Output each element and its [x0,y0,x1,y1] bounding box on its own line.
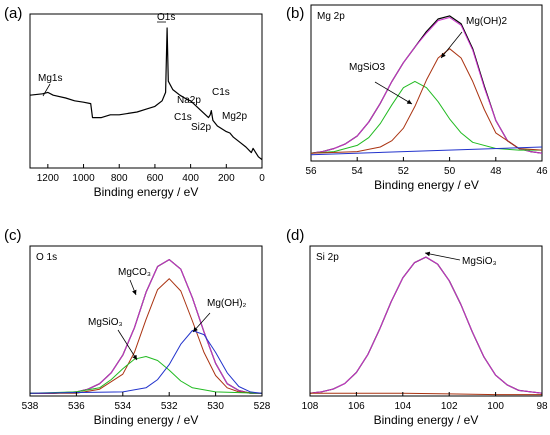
peak-annotation: Mg1s [38,73,62,84]
chart-panel-1: 1200 1000 800 600 400 200 0 Binding energy / eV… [4,5,265,199]
x-tick-label: 108 [302,401,319,412]
x-tick-label: 54 [352,166,364,177]
x-tick-label: 56 [305,166,317,177]
x-tick-label: 530 [207,401,224,412]
series-line-mgsio3 [29,356,263,394]
panel-label: (c) [4,227,22,244]
peak-annotation: Mg2p [222,111,247,122]
series-line [29,27,263,161]
annotation-arrow [424,251,461,261]
chart-panel-4: 108 106 104 102 100 98 Binding energy / eV (d) S… [286,227,548,427]
x-tick-label: 400 [182,173,199,184]
x-tick-label: 46 [536,166,548,177]
x-tick-label: 0 [259,173,265,184]
annotation-arrow [440,31,463,59]
peak-annotation: MgCO₃ [118,267,151,278]
series-line-data [309,256,543,394]
peak-annotation: MgSiO3 [349,62,386,73]
x-tick-label: 800 [111,173,128,184]
series-line-mgsio3 [310,80,542,154]
x-tick-label: 52 [398,166,410,177]
series-line-fit [309,256,543,394]
x-tick-label: 104 [394,401,411,412]
peak-annotation: Na2p [177,95,201,106]
annotation-arrow [192,312,211,333]
annotation-arrow [129,279,137,296]
series-line-background [310,392,542,396]
x-axis-label: Binding energy / eV [94,185,199,199]
annotation-arrow [374,81,413,105]
x-tick-label: 538 [22,401,39,412]
series-line-mgco3 [30,278,263,394]
x-tick-label: 528 [254,401,271,412]
peak-annotation: C1s [174,112,192,123]
plot-frame [309,245,543,397]
plot-frame [310,4,543,162]
chart-panel-2: 56 54 52 50 48 46 Binding energy / eV (b) Mg 2p M… [286,4,548,192]
x-tick-label: 200 [218,173,235,184]
x-axis-label: Binding energy / eV [374,178,479,192]
series-line-background [310,146,543,156]
peak-annotation: MgSiO₃ [462,256,497,267]
series-line-mgoh2 [310,48,543,154]
series-line-mgoh2 [29,330,263,394]
panel-title: Si 2p [316,252,339,263]
plot-frame [29,245,263,397]
panel-title: O 1s [36,252,57,263]
peak-annotation: Si2p [191,122,211,133]
peak-annotation: Mg(OH)₂ [207,298,247,309]
x-tick-label: 1000 [72,173,95,184]
x-tick-label: 102 [441,401,458,412]
panel-label: (b) [286,5,304,22]
x-axis-label: Binding energy / eV [94,413,199,427]
x-tick-label: 1200 [37,173,60,184]
x-tick-label: 600 [147,173,164,184]
x-tick-label: 106 [348,401,365,412]
peak-annotation: C1s [212,87,230,98]
chart-panel-3: 538 536 534 532 530 528 Binding energy / eV (c)… [4,227,271,427]
x-tick-label: 532 [161,401,178,412]
x-tick-label: 100 [487,401,504,412]
series-line-fit [310,17,543,154]
annotation-leader [42,83,51,97]
annotation-arrow [117,329,138,361]
x-tick-label: 534 [114,401,131,412]
x-tick-label: 50 [444,166,456,177]
x-tick-label: 98 [536,401,548,412]
series-line-data [310,15,543,154]
x-tick-label: 48 [490,166,502,177]
series-line-fit [30,259,262,394]
panel-title: Mg 2p [317,11,345,22]
peak-annotation: O1s [157,12,175,23]
panel-label: (d) [286,227,304,244]
plot-frame [29,13,263,169]
panel-label: (a) [4,5,22,22]
peak-annotation: Mg(OH)2 [466,16,508,27]
x-axis-label: Binding energy / eV [374,413,479,427]
x-tick-label: 536 [68,401,85,412]
peak-annotation: MgSiO₃ [88,317,123,328]
